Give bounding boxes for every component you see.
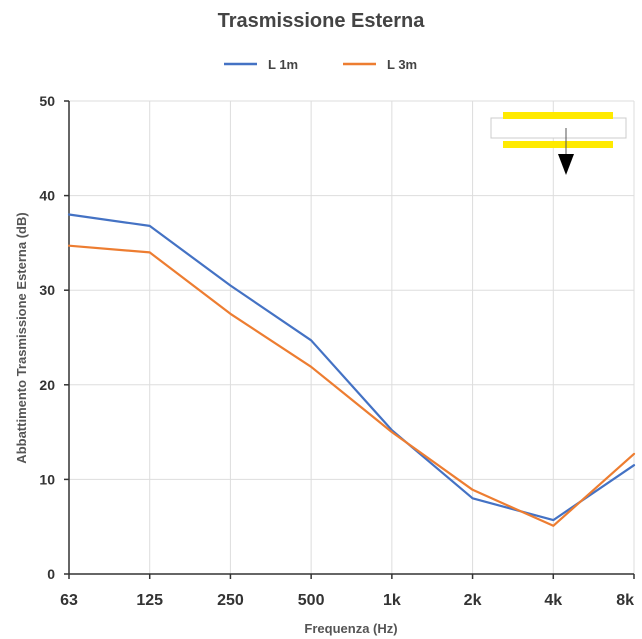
annotation-bar-top	[503, 112, 613, 119]
x-tick-label: 63	[60, 592, 78, 609]
y-tick-label: 0	[47, 566, 55, 582]
y-axis-ticks: 0 10 20 30 40 50	[39, 93, 69, 582]
x-axis-label: Frequenza (Hz)	[304, 621, 397, 636]
series-layer	[67, 213, 636, 527]
annotation-bar-bottom	[503, 141, 613, 148]
annotation-arrow-down-icon	[558, 154, 574, 175]
y-tick-label: 30	[39, 282, 55, 298]
x-tick-label: 125	[136, 592, 163, 609]
y-tick-label: 10	[39, 471, 55, 487]
legend-label: L 3m	[387, 57, 417, 72]
x-tick-label: 8k	[616, 592, 634, 609]
annotation-box	[490, 117, 627, 139]
x-tick-label: 1k	[383, 592, 401, 609]
x-axis-ticks: 63 125 250 500 1k 2k 4k 8k	[60, 574, 635, 609]
y-tick-label: 50	[39, 93, 55, 109]
legend-label: L 1m	[268, 57, 298, 72]
chart-title: Trasmissione Esterna	[218, 10, 426, 32]
x-tick-label: 2k	[464, 592, 482, 609]
x-tick-label: 250	[217, 592, 244, 609]
grid-lines	[69, 100, 635, 574]
series-line-2	[67, 244, 636, 527]
y-axis-label: Abbattimento Trasmissione Esterna (dB)	[14, 212, 29, 463]
y-tick-label: 40	[39, 188, 55, 204]
x-tick-label: 500	[298, 592, 325, 609]
y-tick-label: 20	[39, 377, 55, 393]
x-tick-label: 4k	[544, 592, 562, 609]
series-line-1	[67, 213, 636, 522]
legend-annotation-marker	[490, 112, 627, 175]
legend: L 1m L 3m	[224, 57, 417, 72]
